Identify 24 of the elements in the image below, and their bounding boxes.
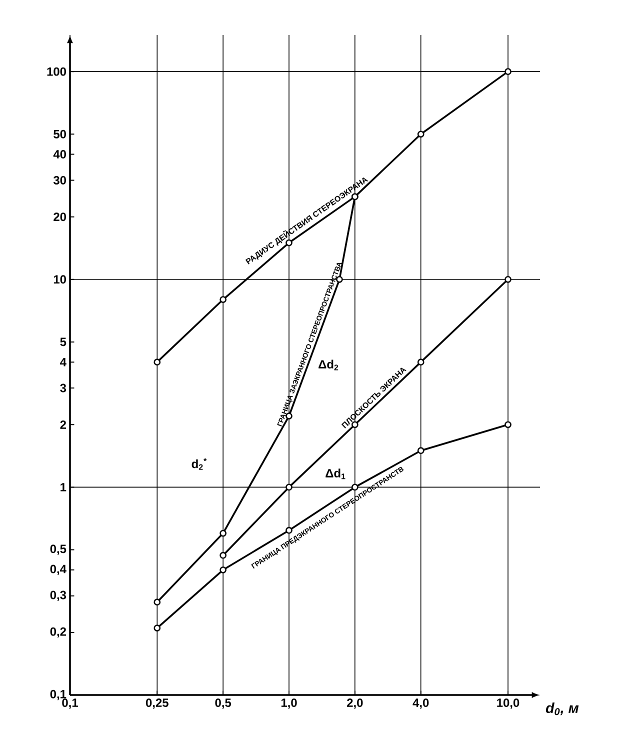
x-tick-label: 1,0	[281, 698, 297, 709]
y-tick-label: 50	[54, 130, 66, 138]
y-tick-label: 1	[60, 483, 66, 492]
x-tick-label: 10,0	[497, 698, 520, 709]
y-tick-label: 100	[47, 67, 66, 76]
y-tick-label: 2	[60, 420, 66, 429]
x-axis-title: d$_{0}$, м	[546, 702, 579, 716]
x-tick-label: 2,0	[347, 698, 363, 709]
y-tick-label: 30	[53, 176, 66, 184]
x-tick-label: 0,5	[215, 698, 232, 709]
y-tick-label: 40	[53, 150, 66, 158]
y-tick-label: 3	[60, 384, 66, 392]
x-tick-label: 0,25	[146, 698, 168, 709]
y-tick-label: 10	[54, 275, 66, 284]
x-tick-label: 4,0	[412, 698, 429, 709]
y-tick-label: 0,1	[50, 690, 66, 700]
y-tick-label: 0,4	[50, 564, 66, 575]
y-tick-label: 20	[54, 212, 66, 222]
y-tick-label: 5	[60, 338, 66, 346]
y-tick-label: 0,3	[50, 590, 66, 601]
y-tick-label: 0,2	[50, 627, 66, 638]
y-tick-label: 4	[60, 358, 66, 366]
y-tick-label: 0,5	[50, 544, 66, 555]
annotation: Δd$_{2}$	[318, 360, 338, 370]
